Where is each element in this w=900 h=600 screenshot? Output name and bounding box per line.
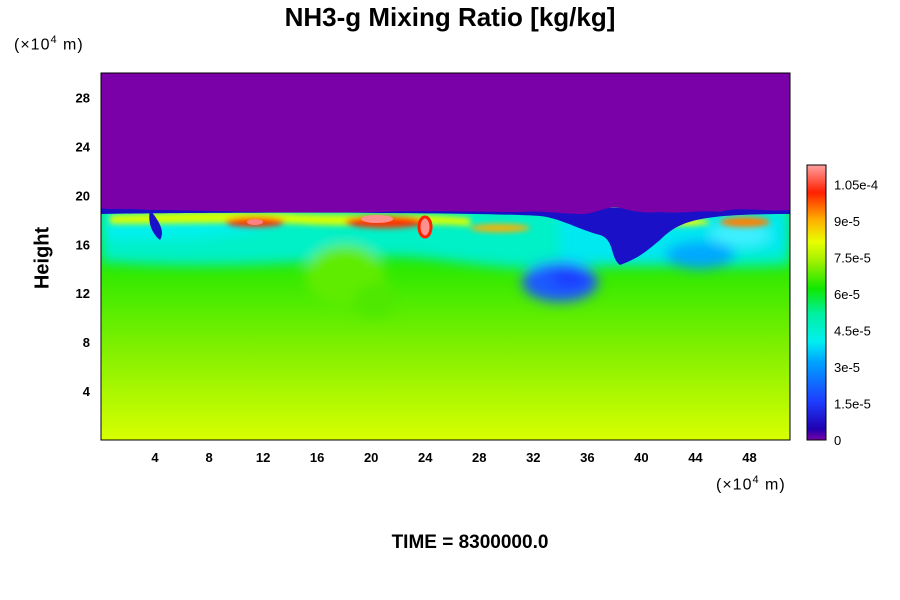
colorbar-tick-label: 1.05e-4	[834, 177, 878, 192]
plot-frame	[100, 72, 791, 441]
x-tick-label: 12	[256, 450, 270, 465]
colorbar-tick-label: 9e-5	[834, 214, 860, 229]
y-tick-label: 16	[76, 237, 90, 252]
colorbar-tick-label: 7.5e-5	[834, 250, 871, 265]
y-tick-label: 8	[83, 335, 90, 350]
y-tick-label: 20	[76, 188, 90, 203]
colorbar: 0 1.5e-5 3e-5 4.5e-5 6e-5 7.5e-5 9e-5 1.05e-4	[806, 164, 878, 448]
hot-spot	[417, 215, 433, 239]
hot-spot	[361, 215, 393, 223]
colorbar-tick-label: 6e-5	[834, 287, 860, 302]
x-tick-label: 8	[205, 450, 212, 465]
colorbar-tick-label: 0	[834, 433, 841, 448]
x-axis-unit: (×104 m)	[716, 474, 786, 494]
x-tick-label: 16	[310, 450, 324, 465]
x-tick-label: 4	[151, 450, 159, 465]
x-tick-label: 36	[580, 450, 594, 465]
x-tick-label: 32	[526, 450, 540, 465]
y-tick-label: 12	[76, 286, 90, 301]
y-tick-label: 4	[83, 384, 91, 399]
heatmap-field	[101, 73, 790, 440]
x-tick-label: 48	[742, 450, 756, 465]
y-tick-label: 24	[76, 139, 91, 154]
hot-spot	[247, 219, 263, 225]
x-tick-label: 44	[688, 450, 703, 465]
x-tick-label: 28	[472, 450, 486, 465]
time-label: TIME = 8300000.0	[391, 532, 549, 553]
chart-title: NH3-g Mixing Ratio [kg/kg]	[284, 2, 616, 32]
y-tick-label: 28	[76, 90, 90, 105]
y-axis: 4 8 12 16 20 24 28	[76, 90, 91, 399]
x-tick-label: 20	[364, 450, 378, 465]
colorbar-tick-label: 1.5e-5	[834, 396, 871, 411]
colorbar-tick-label: 3e-5	[834, 360, 860, 375]
x-tick-label: 24	[418, 450, 433, 465]
colorbar-scale	[806, 164, 827, 441]
x-tick-label: 40	[634, 450, 648, 465]
colorbar-tick-label: 4.5e-5	[834, 323, 871, 338]
y-axis-unit: (×104 m)	[14, 34, 84, 54]
x-axis: 4 8 12 16 20 24 28 32 36 40 44 48	[151, 450, 756, 465]
